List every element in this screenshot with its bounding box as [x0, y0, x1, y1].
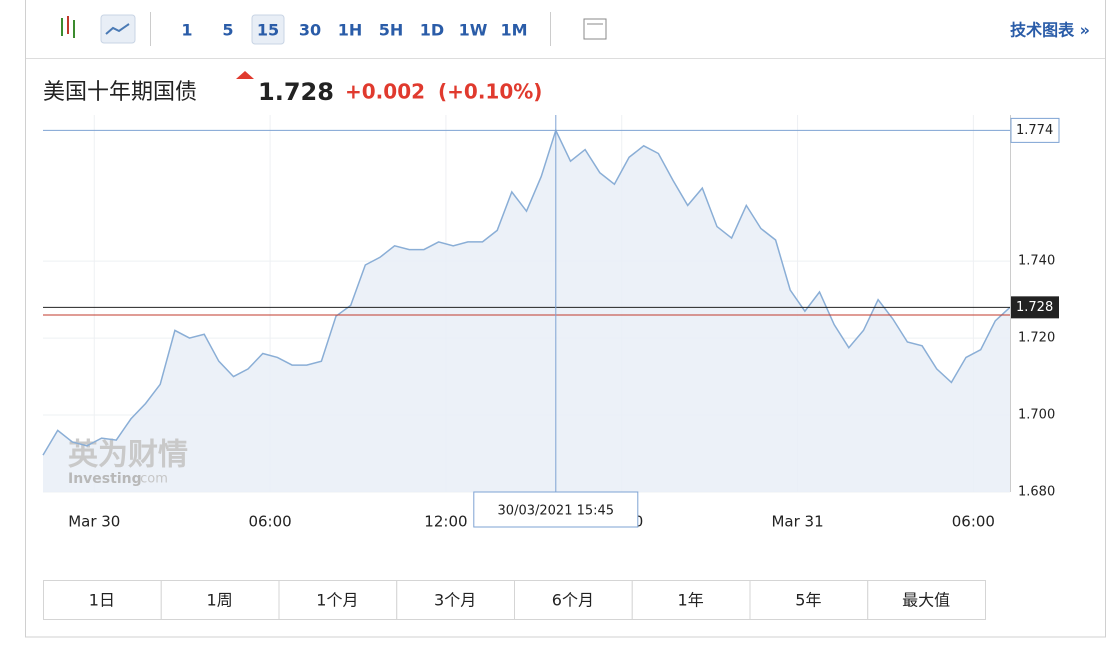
range-button-label[interactable]: 1个月 — [316, 591, 358, 610]
interval-button[interactable]: 5H — [379, 21, 404, 40]
interval-button[interactable]: 30 — [299, 21, 321, 40]
watermark: Investing — [68, 471, 142, 487]
price: 1.728 — [258, 78, 334, 106]
range-button[interactable] — [278, 580, 398, 620]
range-button[interactable] — [867, 580, 986, 620]
interval-button[interactable]: 5 — [222, 21, 233, 40]
crosshair-x-label: 30/03/2021 15:45 — [498, 504, 615, 519]
watermark: .com — [136, 472, 168, 487]
range-button-label[interactable]: 6个月 — [552, 591, 594, 610]
y-tick-label: 1.740 — [1018, 254, 1055, 269]
watermark: 英为财情 — [68, 438, 188, 473]
candle-icon[interactable] — [61, 16, 75, 38]
last-price-label: 1.728 — [1016, 300, 1053, 315]
range-button-label[interactable]: 1年 — [678, 591, 704, 610]
crosshair-x-tag — [473, 491, 639, 528]
interval-button[interactable]: 1D — [420, 21, 444, 40]
interval-active-box — [251, 14, 285, 45]
interval-button[interactable]: 1W — [459, 21, 488, 40]
range-button[interactable] — [514, 580, 633, 620]
interval-button[interactable]: 1H — [338, 21, 363, 40]
range-button-label[interactable]: 3个月 — [434, 591, 476, 610]
x-tick-label: 06:00 — [952, 513, 995, 531]
interval-button[interactable]: 1 — [181, 21, 192, 40]
range-button-label[interactable]: 5年 — [795, 591, 821, 610]
technical-chart-link[interactable]: 技术图表 » — [1010, 21, 1090, 40]
price-line — [42, 128, 1011, 456]
x-tick-label: Mar 31 — [771, 513, 823, 531]
interval-button[interactable]: 1M — [500, 21, 527, 40]
range-button[interactable] — [43, 580, 162, 620]
line-icon-glyph — [105, 23, 130, 35]
up-arrow — [236, 71, 254, 79]
crosshair-y-label: 1.774 — [1016, 123, 1053, 138]
line-icon[interactable] — [100, 14, 136, 44]
interval-button[interactable]: 15 — [257, 21, 279, 40]
news-icon[interactable] — [583, 18, 607, 40]
x-tick-label: 12:00 — [424, 513, 467, 531]
x-tick-label: Mar 30 — [68, 513, 120, 531]
y-tick-label: 1.680 — [1018, 485, 1055, 500]
instrument-title: 美国十年期国债 — [43, 80, 197, 105]
last-price-tag — [1011, 296, 1059, 319]
range-button[interactable] — [160, 580, 280, 620]
y-tick-label: 1.720 — [1018, 331, 1055, 346]
change: +0.002 — [345, 80, 425, 104]
range-button-label[interactable]: 最大值 — [902, 591, 950, 610]
x-tick-label: 06:00 — [248, 513, 291, 531]
range-button[interactable] — [396, 580, 515, 620]
range-button-label[interactable]: 1周 — [207, 591, 233, 610]
area — [43, 130, 1010, 492]
crosshair-y-tag — [1010, 117, 1060, 143]
change-percent: (+0.10%) — [438, 80, 542, 104]
y-tick-label: 1.700 — [1018, 408, 1055, 423]
range-button-label[interactable]: 1日 — [89, 591, 115, 610]
